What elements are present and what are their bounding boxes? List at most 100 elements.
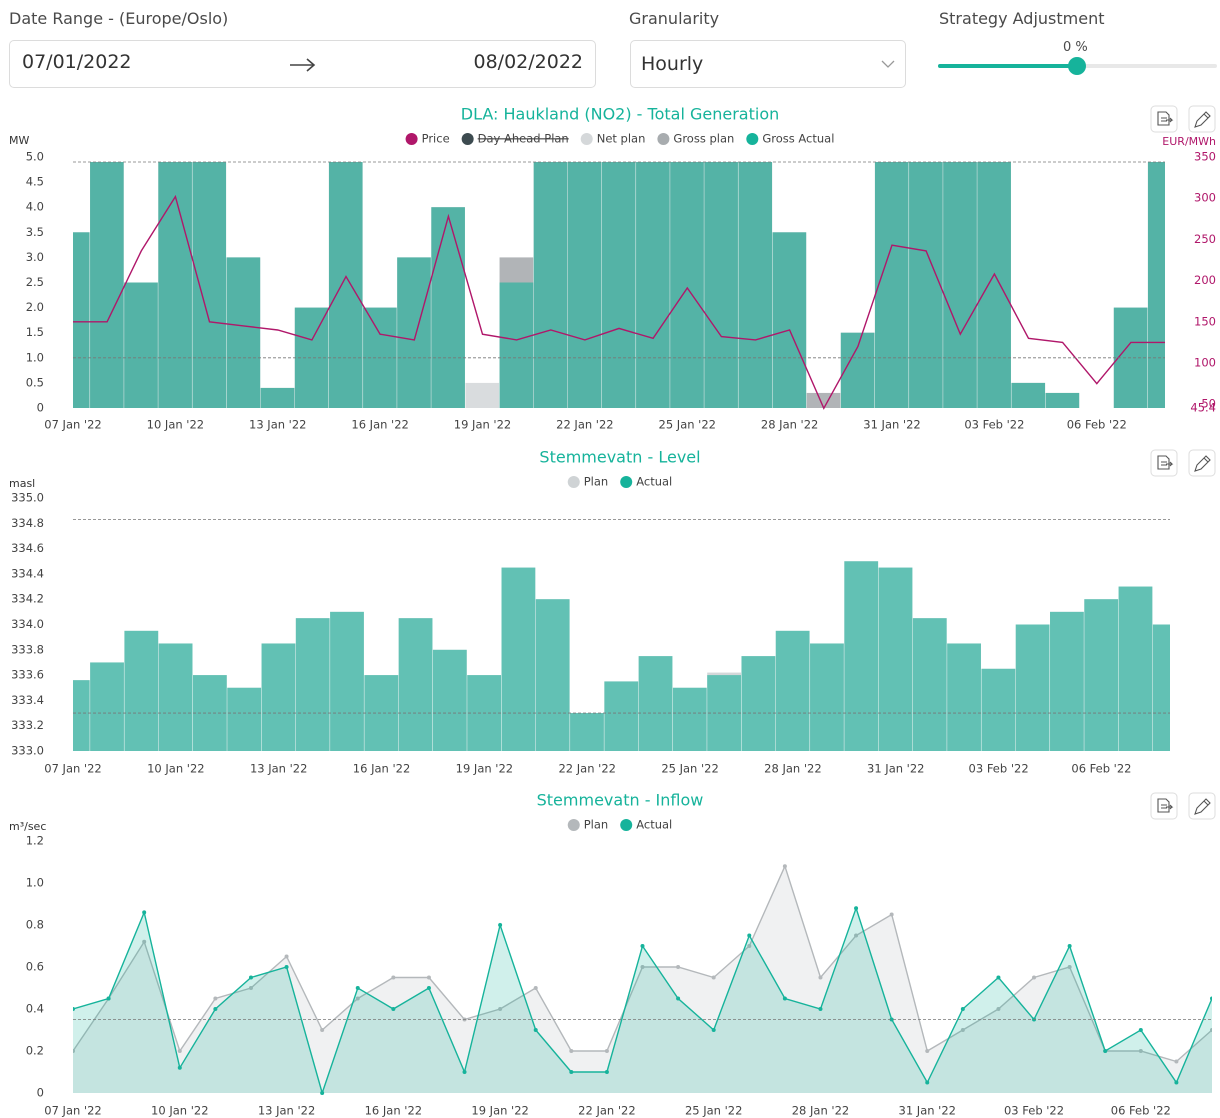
chevron-icon[interactable]: [881, 60, 895, 68]
edit-icon: [1194, 798, 1211, 815]
chart-title: DLA: Haukland (NO2) - Total Generation: [461, 105, 780, 124]
bar: [398, 618, 433, 751]
legend-label[interactable]: Plan: [584, 475, 608, 489]
legend-label[interactable]: Actual: [636, 818, 672, 832]
bar: [431, 207, 465, 408]
bar: [90, 662, 124, 751]
y-tick-label: 333.6: [11, 668, 44, 682]
y-tick-label: 334.0: [11, 617, 44, 631]
y2-axis-label: EUR/MWh: [1162, 135, 1216, 148]
point: [925, 1049, 930, 1053]
legend-swatch: [567, 819, 580, 831]
y-tick-label: 3.5: [26, 225, 44, 239]
edit-button[interactable]: [1188, 792, 1216, 820]
plot-area: [73, 561, 1170, 751]
legend: Plan Actual: [567, 475, 672, 489]
export-button[interactable]: [1150, 792, 1178, 820]
export-button[interactable]: [1150, 449, 1178, 477]
end-date[interactable]: 08/02/2022: [473, 51, 583, 73]
granularity-value[interactable]: Hourly: [641, 53, 704, 75]
point: [782, 864, 787, 869]
bar: [810, 643, 844, 751]
bar: [738, 162, 773, 408]
x-tick-label: 13 Jan '22: [249, 418, 306, 432]
y-axis-label: m³/sec: [9, 820, 46, 833]
point: [533, 986, 538, 990]
point: [355, 996, 360, 1001]
line: [73, 194, 1165, 410]
bar: [533, 162, 568, 408]
export-button[interactable]: [1150, 105, 1178, 133]
bar: [775, 630, 810, 751]
point: [1138, 1028, 1143, 1032]
bar: [260, 387, 295, 408]
granularity-select[interactable]: [630, 40, 906, 88]
bar: [1015, 624, 1050, 751]
y-tick-label: 335.0: [11, 491, 44, 505]
edit-button[interactable]: [1188, 449, 1216, 477]
y2-tick-label: 45.4: [1190, 401, 1216, 415]
bar: [601, 162, 636, 408]
point: [248, 975, 253, 980]
y-tick-label: 3.0: [26, 250, 44, 264]
y-tick-label: 0.4: [26, 1002, 44, 1016]
bar: [261, 643, 296, 751]
plot-area: [73, 162, 1165, 410]
y-tick-label: 0.5: [26, 375, 44, 389]
bar: [570, 713, 604, 751]
bar: [124, 282, 158, 408]
point: [960, 1028, 965, 1032]
y-tick-label: 333.8: [11, 642, 44, 656]
x-tick-label: 07 Jan '22: [44, 418, 101, 432]
x-tick-label: 16 Jan '22: [365, 1104, 422, 1118]
y-tick-label: 334.6: [11, 541, 44, 555]
legend-label[interactable]: Plan: [584, 818, 608, 832]
legend-label[interactable]: Gross Actual: [762, 132, 834, 146]
bar: [158, 162, 192, 408]
point: [676, 996, 681, 1001]
legend-label[interactable]: Price: [422, 132, 450, 146]
legend-label[interactable]: Net plan: [597, 132, 646, 146]
edit-button[interactable]: [1188, 105, 1216, 133]
legend-label[interactable]: Gross plan: [673, 132, 734, 146]
y2-tick-label: 50: [1201, 397, 1216, 411]
legend-label[interactable]: Day Ahead Plan: [478, 132, 569, 146]
point: [569, 1049, 574, 1053]
legend: Plan Actual: [567, 818, 672, 832]
bar: [1084, 599, 1119, 751]
date-range-label: Date Range - (Europe/Oslo): [9, 9, 229, 28]
area: [73, 866, 1212, 1093]
y-tick-label: 2.5: [26, 275, 44, 289]
x-tick-label: 06 Feb '22: [1067, 418, 1127, 432]
bar: [1152, 624, 1170, 751]
point: [996, 975, 1001, 980]
y-tick-label: 1.0: [26, 876, 44, 890]
date-range-input[interactable]: [9, 40, 596, 88]
bar: [977, 162, 1011, 408]
bar: [328, 162, 363, 408]
bar: [1118, 586, 1153, 751]
x-tick-label: 25 Jan '22: [685, 1104, 742, 1118]
point: [1067, 965, 1072, 969]
point: [854, 906, 859, 911]
bar: [1147, 162, 1165, 408]
legend-label[interactable]: Actual: [636, 475, 672, 489]
legend-swatch: [580, 133, 593, 145]
bar: [158, 643, 193, 751]
bar: [704, 162, 738, 408]
point: [533, 1028, 538, 1032]
x-tick-label: 06 Feb '22: [1071, 762, 1131, 776]
y-axis-label: masl: [9, 477, 35, 490]
point: [177, 1065, 182, 1070]
point: [320, 1091, 325, 1095]
point: [284, 965, 289, 969]
y2-tick-label: 300: [1194, 191, 1216, 205]
arrow-icon: [290, 58, 316, 72]
slider-knob[interactable]: [1068, 57, 1086, 75]
y-tick-label: 333.4: [11, 693, 44, 707]
point: [213, 1007, 218, 1011]
legend-swatch: [620, 476, 633, 488]
start-date[interactable]: 07/01/2022: [22, 51, 132, 73]
bar: [878, 567, 913, 751]
